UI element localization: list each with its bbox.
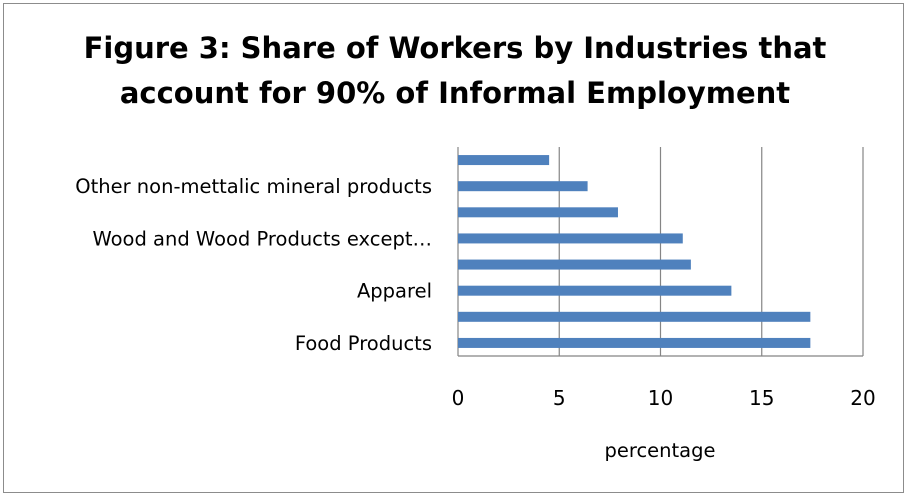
x-tick-label-20: 20 — [850, 386, 875, 410]
x-tick-label-15: 15 — [749, 386, 774, 410]
x-tick-label-0: 0 — [452, 386, 465, 410]
bar-7 — [458, 155, 550, 166]
bar-4 — [458, 233, 683, 244]
chart-frame — [3, 3, 904, 493]
x-tick-labels: 0 5 10 15 20 — [452, 386, 876, 410]
bar-3 — [458, 259, 691, 270]
bars — [458, 155, 811, 348]
gridlines — [457, 147, 864, 357]
bar-0 — [458, 337, 811, 348]
category-label-6: Other non-mettalic mineral products — [75, 175, 432, 198]
bar-1 — [458, 311, 811, 322]
category-label-4: Wood and Wood Products except… — [92, 227, 432, 250]
category-label-2: Apparel — [357, 280, 432, 303]
x-axis-title: percentage — [604, 439, 715, 462]
bar-6 — [458, 181, 588, 192]
category-label-0: Food Products — [295, 332, 432, 355]
x-tick-label-5: 5 — [553, 386, 566, 410]
bar-5 — [458, 207, 618, 218]
x-tick-label-10: 10 — [648, 386, 673, 410]
chart-title-line-2: account for 90% of Informal Employment — [120, 76, 790, 110]
category-labels: Food Products Apparel Wood and Wood Produc… — [75, 175, 432, 355]
bar-2 — [458, 285, 732, 296]
chart-title-line-1: Figure 3: Share of Workers by Industries… — [84, 31, 827, 65]
